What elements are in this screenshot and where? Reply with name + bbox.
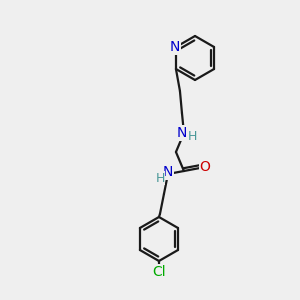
Text: Cl: Cl: [152, 265, 166, 279]
Text: N: N: [163, 165, 173, 179]
Text: N: N: [177, 126, 187, 140]
Text: H: H: [155, 172, 165, 184]
Text: H: H: [187, 130, 196, 142]
Text: O: O: [200, 160, 210, 174]
Text: N: N: [170, 40, 180, 54]
